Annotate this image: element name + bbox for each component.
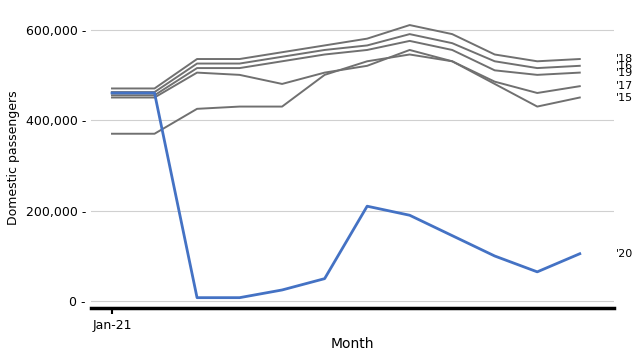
- Text: '20: '20: [616, 249, 633, 259]
- Text: '18: '18: [616, 54, 633, 64]
- Text: '16: '16: [616, 61, 633, 71]
- Y-axis label: Domestic passengers: Domestic passengers: [7, 90, 20, 225]
- Text: '15: '15: [616, 92, 633, 102]
- Text: '19: '19: [616, 68, 633, 78]
- X-axis label: Month: Month: [330, 337, 374, 351]
- Text: '17: '17: [616, 81, 633, 91]
